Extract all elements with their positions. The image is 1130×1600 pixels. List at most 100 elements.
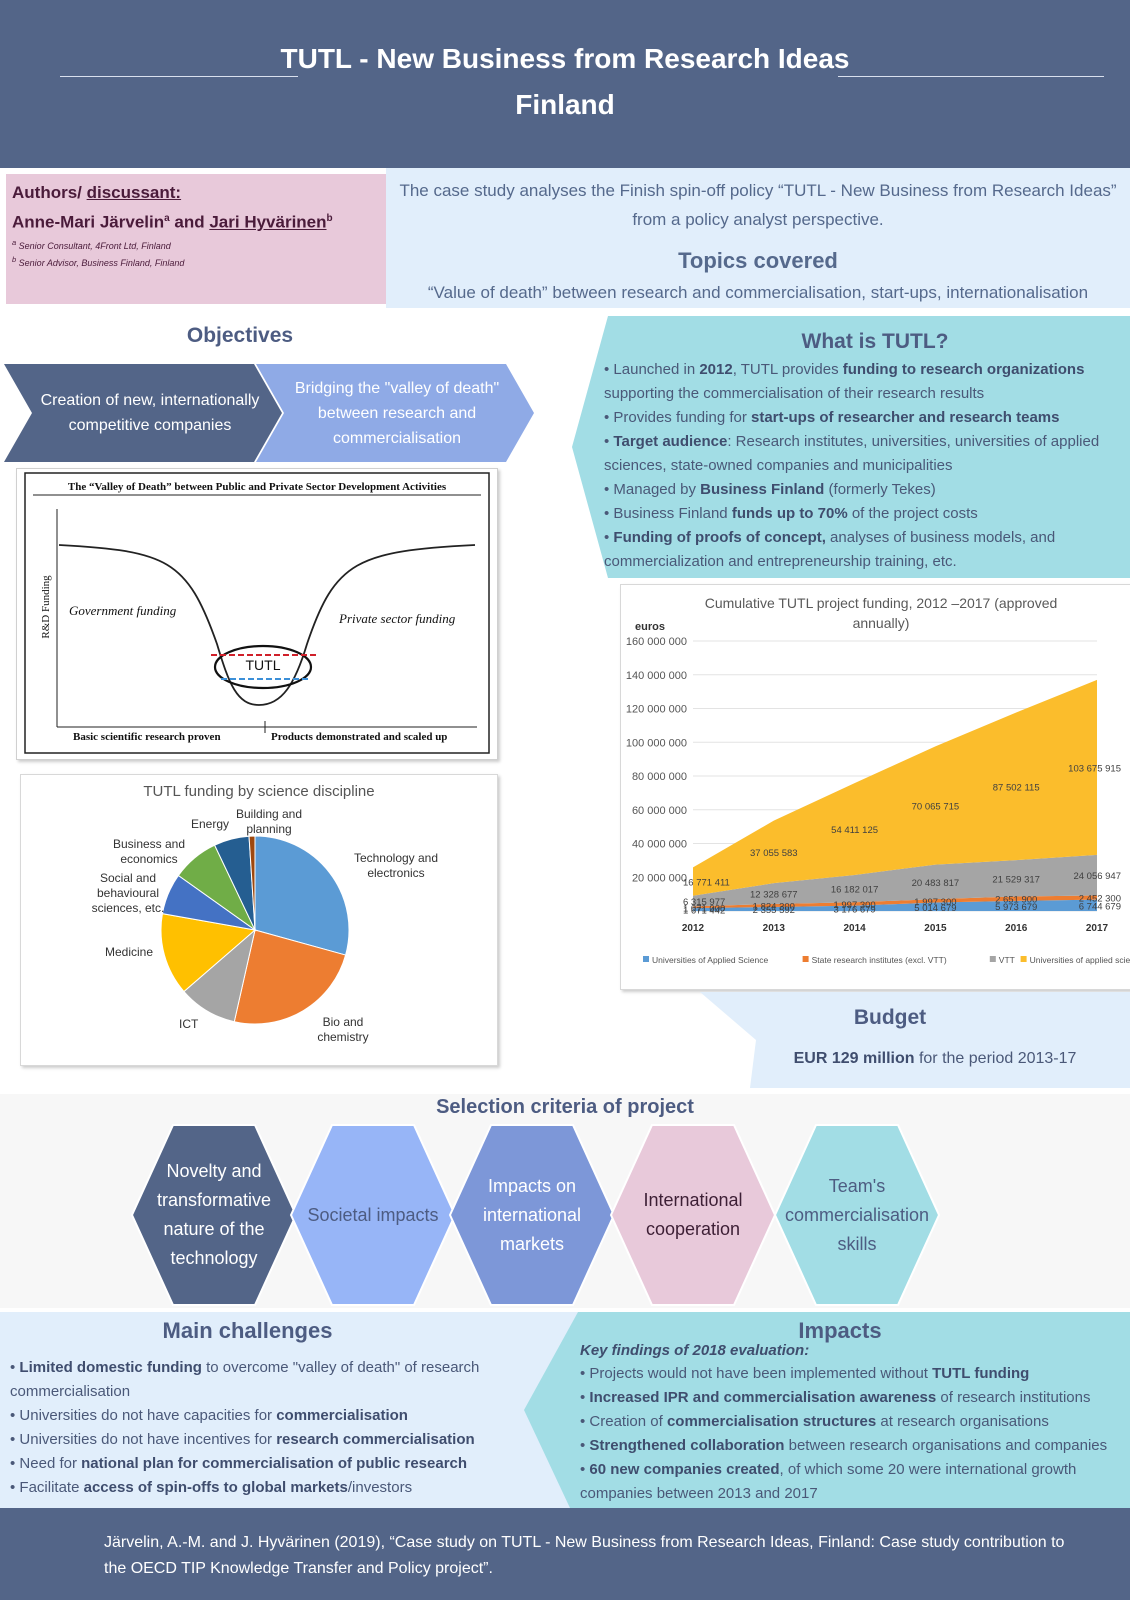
pie-title: TUTL funding by science discipline [143, 783, 375, 800]
area-series-3 [693, 679, 1097, 896]
area-data-label: 5 973 679 [995, 902, 1037, 913]
area-xtick-label: 2016 [1005, 923, 1028, 934]
header-banner: TUTL - New Business from Research Ideas … [0, 0, 1130, 168]
objectives-arrows [4, 364, 534, 462]
objective-arrow-1 [4, 364, 282, 462]
area-ytick-label: 40 000 000 [632, 839, 687, 851]
valley-tutl-label: TUTL [245, 657, 281, 673]
what-list-item: • Provides funding for start-ups of rese… [604, 409, 1060, 426]
area-data-label: 3 176 679 [833, 904, 875, 915]
area-data-label: 5 014 679 [914, 903, 956, 914]
footer-citation: Järvelin, A.-M. and J. Hyvärinen (2019),… [0, 1508, 1130, 1600]
area-ytick-label: 80 000 000 [632, 771, 687, 783]
what-list-item: • Business Finland funds up to 70% of th… [604, 505, 978, 522]
pie-slice [254, 835, 350, 956]
valley-figure: The “Valley of Death” between Public and… [16, 468, 498, 760]
valley-bottom-left: Basic scientific research proven [73, 731, 221, 743]
author-2-link[interactable]: Jari Hyvärinen [209, 212, 327, 232]
area-data-label: 21 529 317 [992, 874, 1040, 885]
area-xtick-label: 2013 [763, 923, 786, 934]
area-legend-label: Universities of applied sciences [1030, 955, 1130, 965]
criteria-label: Impacts on international markets [482, 1175, 582, 1254]
challenges-list: • Limited domestic funding to overcome "… [10, 1356, 480, 1500]
area-data-label: 70 065 715 [912, 801, 960, 812]
area-xtick-label: 2017 [1086, 923, 1109, 934]
affiliation-2: b Senior Advisor, Business Finland, Finl… [12, 254, 185, 268]
area-ytick-label: 20 000 000 [632, 872, 687, 884]
authors-names: Anne-Mari Järvelina and Jari Hyvärinenb [12, 212, 333, 232]
area-legend-swatch [802, 956, 809, 962]
area-ytick-label: 140 000 000 [626, 670, 687, 682]
challenges-panel [0, 1312, 580, 1508]
challenge-item: • Universities do not have capacities fo… [10, 1407, 408, 1424]
valley-title: The “Valley of Death” between Public and… [67, 481, 447, 493]
impacts-panel-bg [524, 1312, 1130, 1508]
area-data-label: 87 502 115 [993, 782, 1040, 793]
area-xtick-label: 2015 [924, 923, 947, 934]
criteria-label: International cooperation [643, 1190, 743, 1239]
area-legend-label: State research institutes (excl. VTT) [812, 955, 947, 965]
authors-panel: Authors/ discussant: Anne-Mari Järvelina… [6, 174, 386, 304]
area-data-label: 6 315 977 [683, 897, 725, 908]
area-series-0 [693, 899, 1097, 911]
valley-svg [24, 472, 490, 754]
criteria-label: Novelty and transformative nature of the… [156, 1161, 272, 1268]
area-data-label: 1 671 442 [683, 906, 725, 917]
criteria-label: Societal impacts [307, 1204, 439, 1225]
area-legend-label: Universities of Applied Science [652, 955, 769, 965]
title-line-1: TUTL - New Business from Research Ideas [280, 43, 850, 74]
challenge-item: • Limited domestic funding to overcome "… [10, 1359, 480, 1400]
page-title: TUTL - New Business from Research Ideas … [0, 36, 1130, 128]
what-title: What is TUTL? [801, 330, 949, 353]
valley-bottom-right: Products demonstrated and scaled up [271, 731, 448, 743]
area-chart-panel: Cumulative TUTL project funding, 2012 –2… [620, 584, 1130, 990]
citation-line-1: Järvelin, A.-M. and J. Hyvärinen (2019),… [104, 1534, 1065, 1551]
pie-label-social: Social and behavioural sciences, etc. [91, 871, 165, 915]
area-legend-swatch [989, 956, 996, 962]
area-xtick-label: 2012 [682, 923, 705, 934]
objective-1-text: Creation of new, internationally competi… [40, 392, 260, 434]
area-ytick-label: 60 000 000 [632, 805, 687, 817]
pie-svg [160, 835, 350, 1025]
what-list: • Launched in 2012, TUTL provides fundin… [604, 358, 1104, 574]
what-list-item: • Target audience: Research institutes, … [604, 433, 1100, 474]
budget-text: EUR 129 million for the period 2013-17 [793, 1050, 1077, 1067]
criteria-title: Selection criteria of project [436, 1096, 694, 1118]
pie-slice [233, 929, 347, 1025]
area-data-label: 6 744 679 [1079, 901, 1121, 912]
area-data-label: 1 997 300 [914, 897, 956, 908]
area-data-label: 20 483 817 [912, 878, 960, 889]
area-ylabel: euros [635, 621, 665, 633]
pie-label-medicine: Medicine [105, 945, 154, 959]
intro-panel: The case study analyses the Finish spin-… [386, 168, 1130, 308]
area-data-label: 2 651 900 [995, 895, 1037, 906]
tutl-ellipse [213, 644, 313, 690]
area-legend-swatch [1020, 956, 1027, 962]
pie-slice [160, 913, 257, 993]
pie-label-bio: Bio and chemistry [317, 1015, 369, 1044]
discussant-link[interactable]: discussant: [86, 183, 182, 202]
valley-ylabel: R&D Funding [40, 575, 52, 639]
title-line-2: Finland [515, 89, 615, 120]
area-data-label: 2 355 592 [753, 905, 795, 916]
impact-item: • Strengthened collaboration between res… [580, 1437, 1108, 1454]
topics-title: Topics covered [678, 248, 838, 273]
title-rule-left [60, 76, 298, 77]
area-data-label: 16 771 411 [683, 878, 730, 889]
area-legend-swatch [643, 956, 649, 962]
impact-item: • Projects would not have been implement… [580, 1365, 1030, 1382]
pie-label-building: Building and planning [235, 807, 303, 836]
area-data-label: 2 452 300 [1079, 894, 1121, 905]
area-series-1 [693, 895, 1097, 909]
objectives-title: Objectives [186, 324, 294, 347]
impact-item: • Creation of commercialisation structur… [580, 1413, 1049, 1430]
impact-item: • 60 new companies created, of which som… [580, 1461, 1077, 1502]
area-data-label: 37 055 583 [750, 848, 798, 859]
what-list-item: • Funding of proofs of concept, analyses… [604, 529, 1056, 570]
challenge-item: • Facilitate access of spin-offs to glob… [10, 1479, 413, 1496]
objective-arrow-2 [256, 364, 534, 462]
area-xtick-label: 2014 [843, 923, 866, 934]
area-data-label: 16 182 017 [831, 885, 879, 896]
topics-text: “Value of death” between research and co… [427, 283, 1089, 302]
area-data-label: 1 071 000 [683, 903, 725, 914]
